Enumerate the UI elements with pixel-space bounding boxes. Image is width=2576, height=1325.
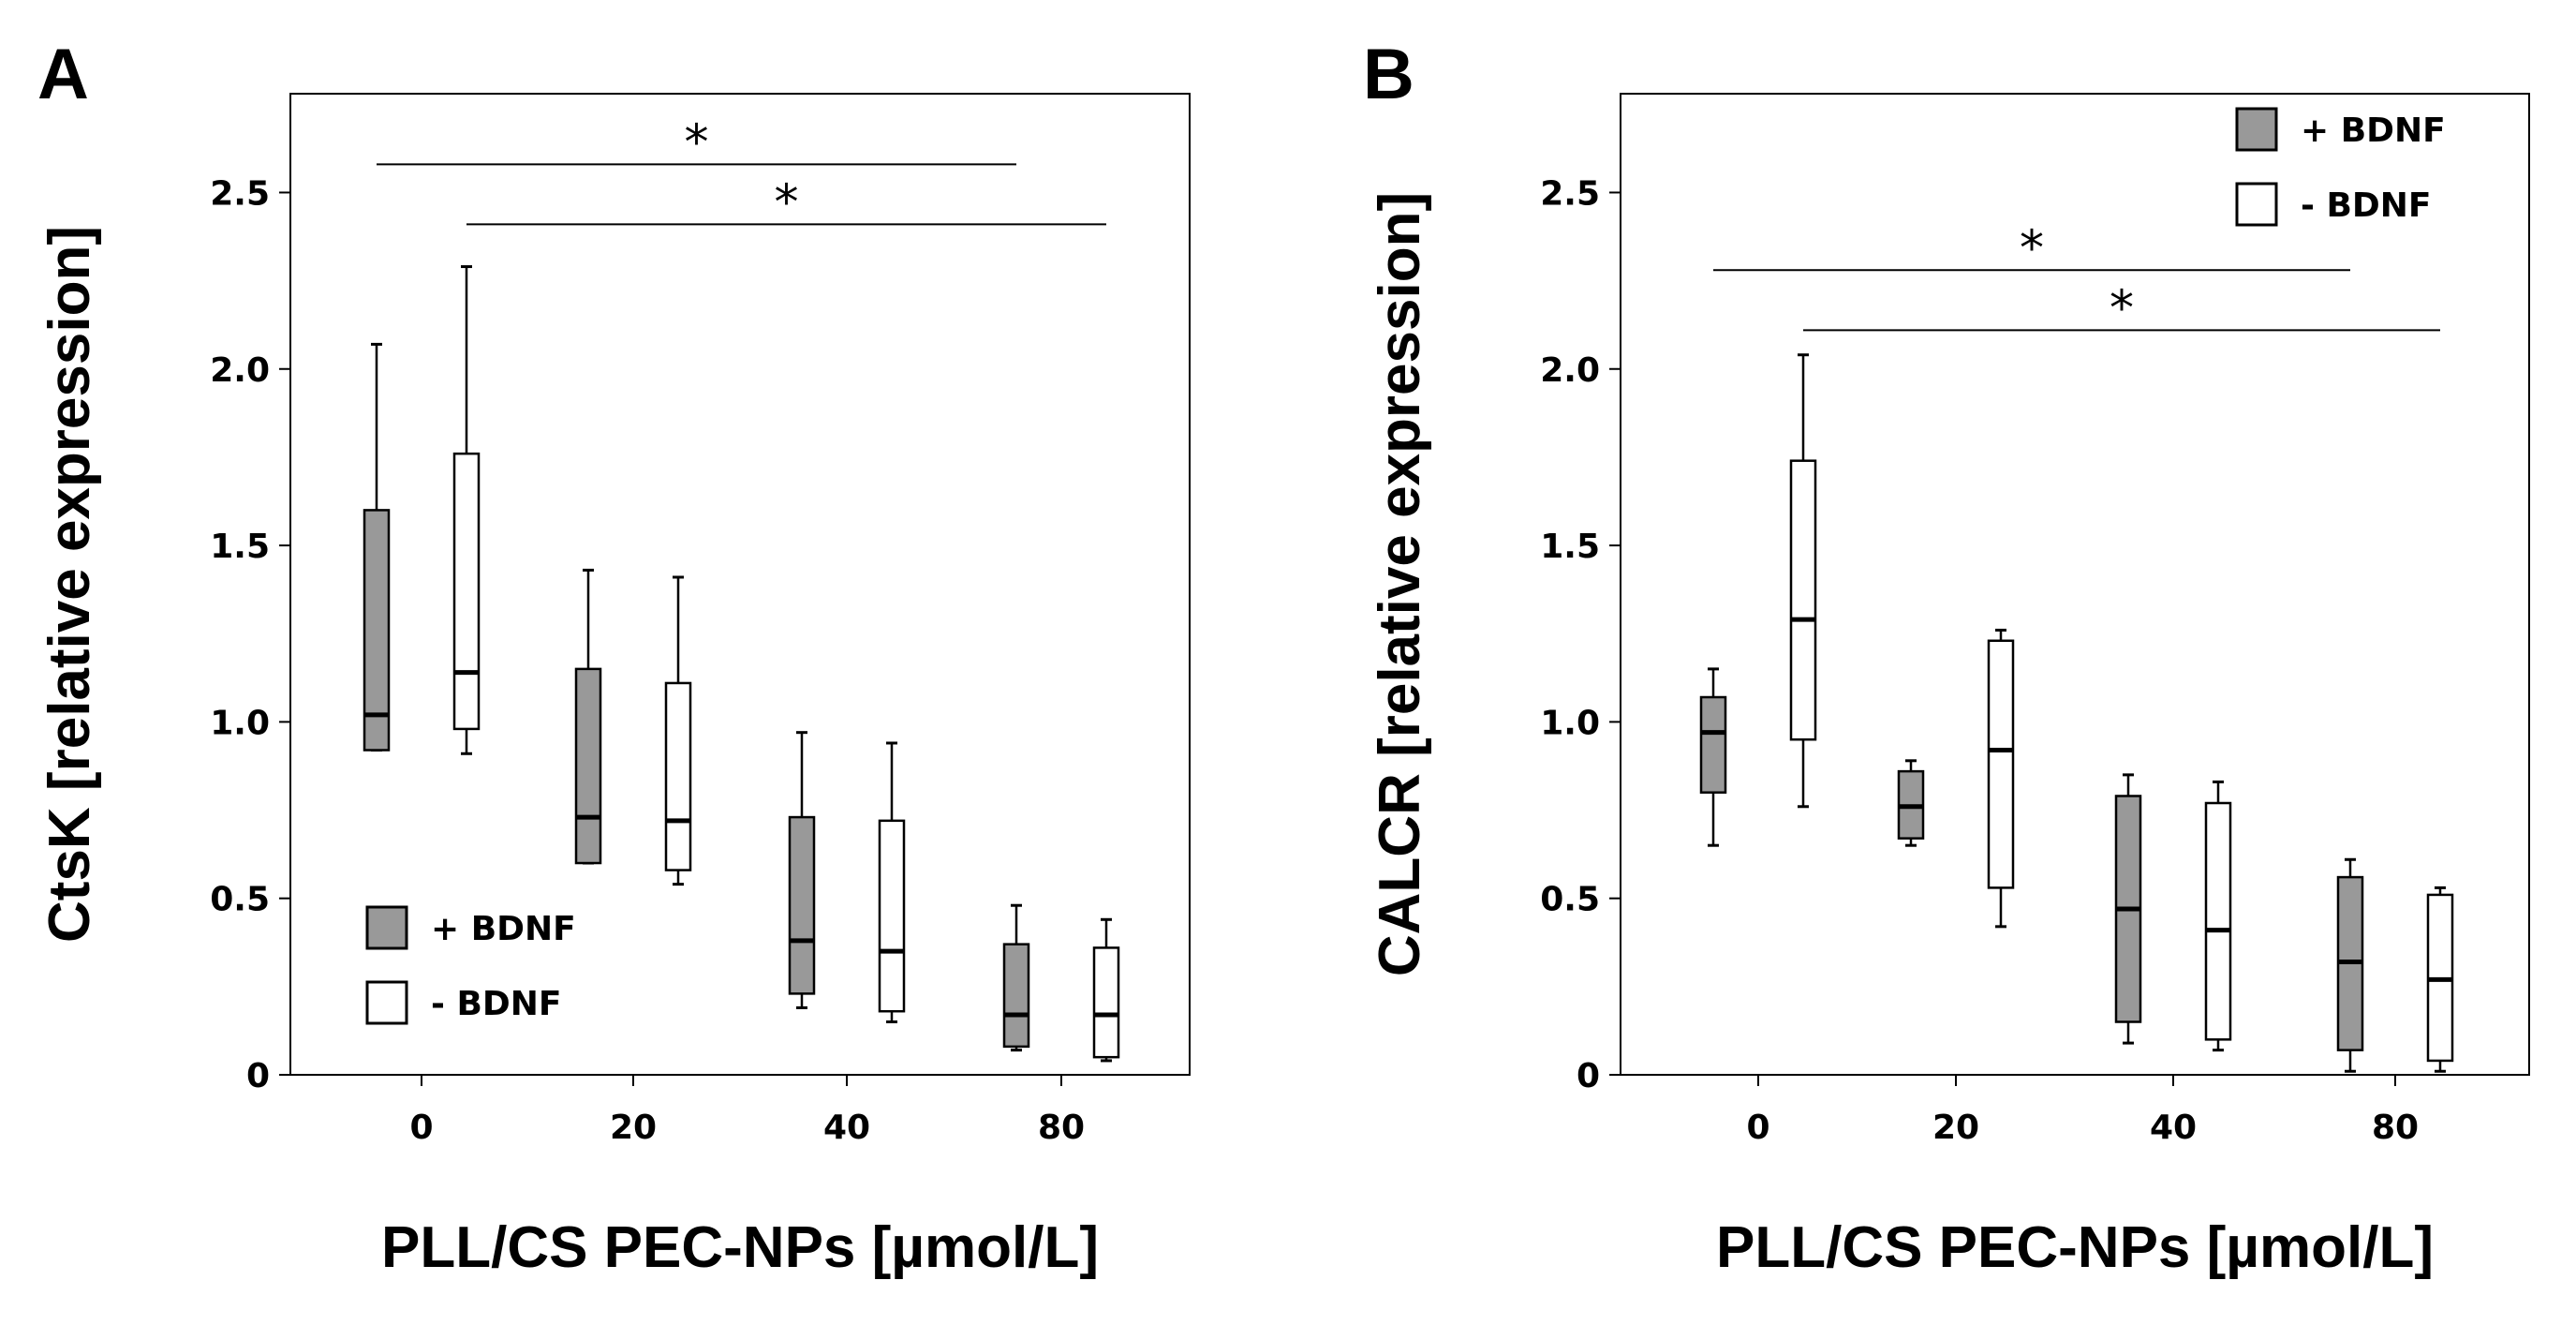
x-axis-title: PLL/CS PEC-NPs [µmol/L] <box>381 1215 1099 1280</box>
box-iqr <box>878 819 906 1013</box>
box-plus-bdnf-0 <box>1699 667 1727 847</box>
box-minus-bdnf-0 <box>1789 353 1817 809</box>
x-tick-label: 20 <box>610 1109 657 1147</box>
legend-label-plus-bdnf: + BDNF <box>2301 112 2446 150</box>
legend-label-minus-bdnf: - BDNF <box>431 985 562 1023</box>
y-tick-label: 2.0 <box>1540 351 1600 390</box>
y-tick-label: 0.5 <box>1540 881 1600 919</box>
box-iqr <box>1002 943 1030 1049</box>
x-tick-label: 0 <box>409 1109 433 1147</box>
y-tick-label: 2.5 <box>1540 174 1600 213</box>
y-axis-title: CtsK [relative expression] <box>37 226 102 943</box>
box-plus-bdnf-40 <box>2114 773 2142 1045</box>
x-tick-label: 40 <box>823 1109 870 1147</box>
significance-star: * <box>685 114 709 171</box>
legend-swatch-minus-bdnf <box>2235 182 2278 227</box>
box-minus-bdnf-40 <box>2204 780 2232 1052</box>
chart-panel-a: 0 0.5 1.0 1.5 2.0 2.5 0 20 40 80 CtsK [relative ex… <box>37 93 1191 1280</box>
box-minus-bdnf-40 <box>878 741 906 1024</box>
x-tick-label: 40 <box>2150 1109 2197 1147</box>
legend-swatch-minus-bdnf <box>365 980 408 1025</box>
box-iqr <box>664 681 692 871</box>
y-tick-label: 1.0 <box>1540 704 1600 742</box>
y-tick-label: 2.5 <box>210 174 270 213</box>
panel-letter-b: B <box>1363 35 1414 114</box>
box-minus-bdnf-20 <box>1987 628 2015 929</box>
box-minus-bdnf-80 <box>1092 917 1120 1063</box>
legend-label-plus-bdnf: + BDNF <box>431 910 576 948</box>
legend-swatch-plus-bdnf <box>365 905 408 950</box>
box-plus-bdnf-40 <box>788 731 816 1009</box>
significance-star: * <box>2110 280 2134 336</box>
box-plus-bdnf-20 <box>1897 759 1925 847</box>
x-axis-title: PLL/CS PEC-NPs [µmol/L] <box>1716 1215 2434 1280</box>
plot-frame <box>1620 93 2530 1076</box>
box-iqr <box>574 667 602 865</box>
significance-star: * <box>775 174 799 231</box>
box-iqr <box>363 509 391 752</box>
y-tick-label: 1.5 <box>210 528 270 566</box>
box-iqr <box>452 452 481 731</box>
y-axis-title: CALCR [relative expression] <box>1368 192 1432 976</box>
box-plus-bdnf-80 <box>2336 857 2364 1073</box>
box-iqr <box>1699 695 1727 794</box>
significance-star: * <box>2020 220 2044 276</box>
box-plus-bdnf-80 <box>1002 903 1030 1052</box>
box-iqr <box>1987 639 2015 889</box>
box-iqr <box>2204 801 2232 1041</box>
y-tick-label: 0 <box>246 1057 270 1095</box>
y-tick-label: 2.0 <box>210 351 270 390</box>
box-plus-bdnf-20 <box>574 568 602 865</box>
legend-label-minus-bdnf: - BDNF <box>2301 186 2432 225</box>
box-iqr <box>788 815 816 995</box>
y-tick-label: 0 <box>1577 1057 1600 1095</box>
box-plus-bdnf-0 <box>363 342 391 752</box>
box-minus-bdnf-80 <box>2426 886 2454 1073</box>
box-iqr <box>1092 946 1120 1059</box>
panel-letter-a: A <box>37 35 89 114</box>
y-tick-label: 1.5 <box>1540 528 1600 566</box>
x-tick-label: 80 <box>1038 1109 1085 1147</box>
x-tick-label: 20 <box>1932 1109 1979 1147</box>
x-tick-label: 0 <box>1746 1109 1769 1147</box>
legend-swatch-plus-bdnf <box>2235 107 2278 152</box>
box-minus-bdnf-0 <box>452 265 481 755</box>
x-tick-label: 80 <box>2372 1109 2419 1147</box>
box-minus-bdnf-20 <box>664 575 692 886</box>
box-iqr <box>1789 459 1817 741</box>
y-tick-label: 0.5 <box>210 881 270 919</box>
y-tick-label: 1.0 <box>210 704 270 742</box>
chart-panel-b: 0 0.5 1.0 1.5 2.0 2.5 0 20 40 80 CALCR [relative e… <box>1368 93 2530 1280</box>
plot-frame <box>289 93 1191 1076</box>
